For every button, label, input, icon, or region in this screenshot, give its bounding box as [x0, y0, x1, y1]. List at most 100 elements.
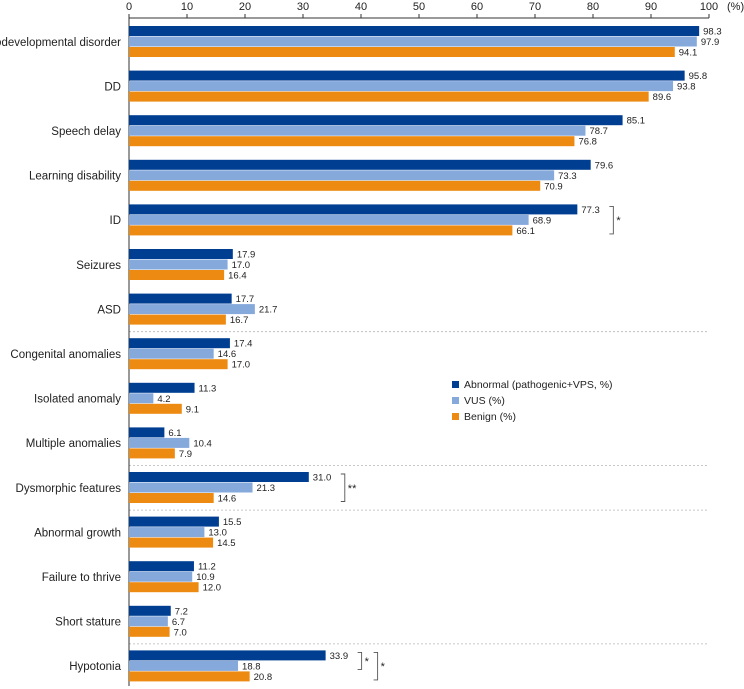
value-label: 77.3 [581, 205, 600, 216]
value-label: 94.1 [679, 48, 698, 59]
bar [129, 482, 253, 493]
category-label: DD [104, 81, 121, 93]
category-label: Short stature [55, 617, 121, 629]
bar [129, 159, 591, 170]
value-label: 4.2 [157, 394, 170, 405]
legend-label: Benign (%) [464, 411, 516, 423]
significance-bracket [373, 651, 379, 681]
bar [129, 314, 226, 325]
value-label: 66.1 [516, 226, 535, 237]
bar [129, 660, 239, 671]
category-label: Hypotonia [69, 661, 121, 673]
bar [129, 616, 168, 627]
value-label: 17.7 [236, 294, 255, 305]
x-tick-label: 80 [587, 1, 599, 13]
bar [129, 650, 326, 661]
category-label: ASD [97, 304, 121, 316]
bar [129, 136, 575, 147]
bar [129, 393, 154, 404]
bar [129, 170, 555, 181]
x-tick-label: 90 [645, 1, 657, 13]
value-label: 17.4 [234, 339, 253, 350]
value-label: 31.0 [313, 473, 332, 484]
significance-bracket [340, 473, 346, 502]
significance-marker: * [365, 656, 370, 668]
value-label: 21.3 [257, 483, 276, 494]
bar [129, 605, 171, 616]
value-label: 21.7 [259, 305, 278, 316]
value-label: 9.1 [186, 404, 199, 415]
bar [129, 225, 513, 236]
x-tick-label: 60 [471, 1, 483, 13]
significance-bracket [609, 205, 614, 235]
value-label: 70.9 [544, 181, 563, 192]
value-label: 33.9 [330, 651, 349, 662]
value-label: 7.0 [174, 627, 187, 638]
bar [129, 91, 649, 102]
category-label: Multiple anomalies [26, 438, 121, 450]
value-label: 17.0 [232, 360, 251, 371]
value-label: 89.6 [653, 92, 672, 103]
bar [129, 527, 205, 538]
value-label: 7.9 [179, 449, 192, 460]
bar [129, 493, 214, 503]
significance-marker: * [381, 661, 386, 673]
bar [129, 537, 214, 548]
category-label: Learning disability [29, 171, 121, 183]
bar [129, 270, 225, 280]
value-label: 14.5 [217, 538, 236, 549]
bar [129, 516, 219, 527]
value-label: 85.1 [627, 116, 646, 127]
x-tick-label: 0 [126, 1, 132, 13]
value-label: 13.0 [208, 528, 227, 539]
value-label: 10.9 [196, 572, 215, 583]
bar [129, 472, 309, 482]
value-label: 16.7 [230, 315, 249, 326]
bar [129, 437, 190, 448]
value-label: 68.9 [533, 215, 552, 226]
x-tick-label: 30 [297, 1, 309, 13]
bar [129, 47, 675, 57]
bar [129, 561, 194, 572]
bar [129, 115, 623, 126]
x-tick-label: 100 [700, 1, 718, 13]
value-label: 16.4 [228, 271, 247, 282]
bar [129, 582, 199, 593]
value-label: 79.6 [595, 160, 614, 171]
x-unit-label: (%) [727, 1, 744, 13]
legend-swatch [452, 397, 459, 404]
value-label: 6.7 [172, 617, 185, 628]
legend-swatch [452, 381, 459, 388]
category-label: Abnormal growth [34, 527, 121, 539]
category-label: Seizures [76, 260, 121, 272]
category-label: Congenital anomalies [10, 349, 121, 361]
value-label: 7.2 [175, 606, 188, 617]
category-label: Isolated anomaly [34, 394, 121, 406]
value-label: 6.1 [168, 428, 181, 439]
bar [129, 259, 228, 270]
value-label: 95.8 [689, 71, 708, 82]
significance-marker: * [616, 215, 621, 227]
value-label: 17.0 [232, 260, 251, 271]
bar [129, 403, 182, 414]
value-label: 17.9 [237, 250, 256, 261]
value-label: 76.8 [578, 137, 597, 148]
bar [129, 348, 214, 359]
category-label: Neurodevelopmental disorder [0, 37, 121, 49]
value-label: 11.3 [199, 383, 217, 394]
bar [129, 427, 165, 438]
category-label: ID [110, 215, 122, 227]
value-label: 10.4 [193, 438, 212, 449]
bar [129, 338, 230, 349]
value-label: 98.3 [703, 27, 722, 38]
bar [129, 382, 195, 393]
x-tick-label: 40 [355, 1, 367, 13]
bar [129, 448, 175, 459]
x-tick-label: 50 [413, 1, 425, 13]
legend-label: VUS (%) [464, 395, 505, 407]
value-label: 11.2 [198, 562, 216, 573]
category-label: Speech delay [51, 126, 121, 138]
bar [129, 180, 541, 191]
category-label: Failure to thrive [42, 572, 121, 584]
